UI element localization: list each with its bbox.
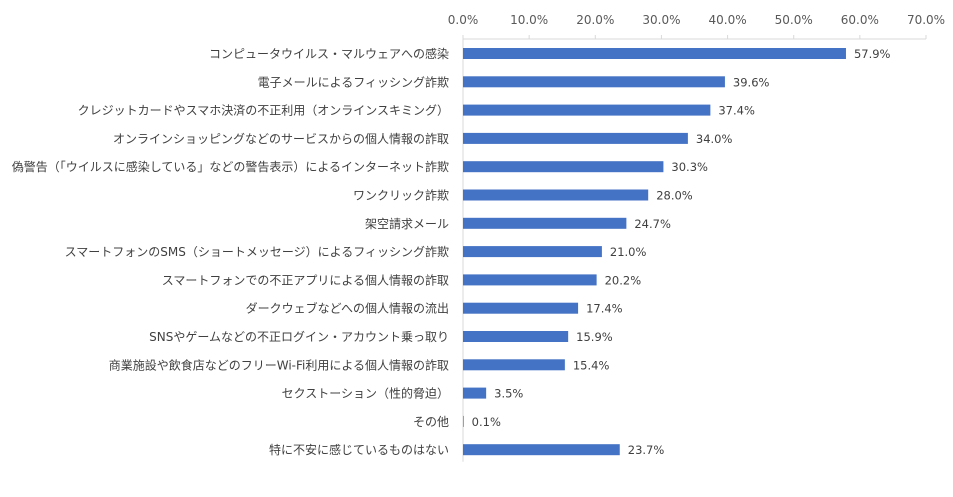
data-label: 39.6%: [733, 75, 770, 89]
x-tick-label: 50.0%: [775, 13, 813, 27]
data-label: 57.9%: [854, 47, 891, 61]
bar: [463, 104, 711, 116]
bar: [463, 76, 725, 88]
data-label: 34.0%: [696, 132, 733, 146]
category-label: その他: [413, 415, 449, 429]
category-label: クレジットカードやスマホ決済の不正利用（オンラインスキミング）: [78, 103, 449, 118]
data-label: 28.0%: [656, 189, 693, 203]
data-label: 3.5%: [494, 387, 523, 401]
category-label: スマートフォンでの不正アプリによる個人情報の詐取: [162, 272, 449, 287]
bar: [463, 302, 579, 314]
category-label: 架空請求メール: [365, 217, 449, 231]
bar: [463, 387, 487, 399]
data-label: 15.4%: [573, 358, 610, 372]
x-tick-label: 40.0%: [709, 13, 747, 27]
data-label: 20.2%: [605, 273, 642, 287]
x-tick-label: 70.0%: [907, 13, 945, 27]
bar: [463, 161, 664, 173]
bar: [463, 217, 627, 229]
category-label: コンピュータウイルス・マルウェアへの感染: [209, 46, 449, 61]
category-label: セクストーション（性的脅迫）: [282, 386, 449, 401]
data-label: 30.3%: [671, 160, 708, 174]
x-tick-label: 0.0%: [448, 13, 479, 27]
data-labels: 57.9% 39.6% 37.4% 34.0% 30.3% 28.0% 24.7% 21.0%…: [472, 47, 891, 457]
x-tick-label: 20.0%: [576, 13, 614, 27]
bar: [463, 359, 565, 371]
category-label: スマートフォンのSMS（ショートメッセージ）によるフィッシング詐欺: [65, 244, 449, 259]
category-label: ワンクリック詐欺: [353, 188, 449, 203]
bar: [463, 189, 649, 201]
bar: [463, 274, 597, 286]
bar: [463, 444, 620, 456]
category-label: 商業施設や飲食店などのフリーWi-Fi利用による個人情報の詐取: [109, 357, 449, 372]
bar: [463, 415, 464, 427]
data-label: 0.1%: [472, 415, 501, 429]
category-label: 偽警告（「ウイルスに感染している」などの警告表示）によるインターネット詐欺: [12, 159, 449, 174]
category-label: 電子メールによるフィッシング詐欺: [258, 74, 449, 89]
data-label: 37.4%: [718, 104, 755, 118]
x-tick-label: 30.0%: [642, 13, 680, 27]
category-label: SNSやゲームなどの不正ログイン・アカウント乗っ取り: [149, 330, 449, 344]
data-label: 23.7%: [628, 443, 665, 457]
bar: [463, 246, 602, 258]
x-tick-label: 10.0%: [510, 13, 548, 27]
data-label: 17.4%: [586, 302, 623, 316]
x-tick-label: 60.0%: [841, 13, 879, 27]
bar: [463, 48, 846, 59]
x-axis: 0.0% 10.0% 20.0% 30.0% 40.0% 50.0% 60.0% 70.0%: [448, 13, 945, 40]
data-label: 21.0%: [610, 245, 647, 259]
data-label: 24.7%: [634, 217, 671, 231]
category-labels: コンピュータウイルス・マルウェアへの感染電子メールによるフィッシング詐欺クレジッ…: [12, 46, 449, 457]
category-label: オンラインショッピングなどのサービスからの個人情報の詐取: [113, 131, 449, 146]
category-label: ダークウェブなどへの個人情報の流出: [246, 301, 449, 316]
bar: [463, 331, 569, 342]
bar: [463, 132, 688, 144]
bars: [463, 48, 846, 456]
category-label: 特に不安に感じているものはない: [269, 442, 449, 457]
data-label: 15.9%: [576, 330, 613, 344]
